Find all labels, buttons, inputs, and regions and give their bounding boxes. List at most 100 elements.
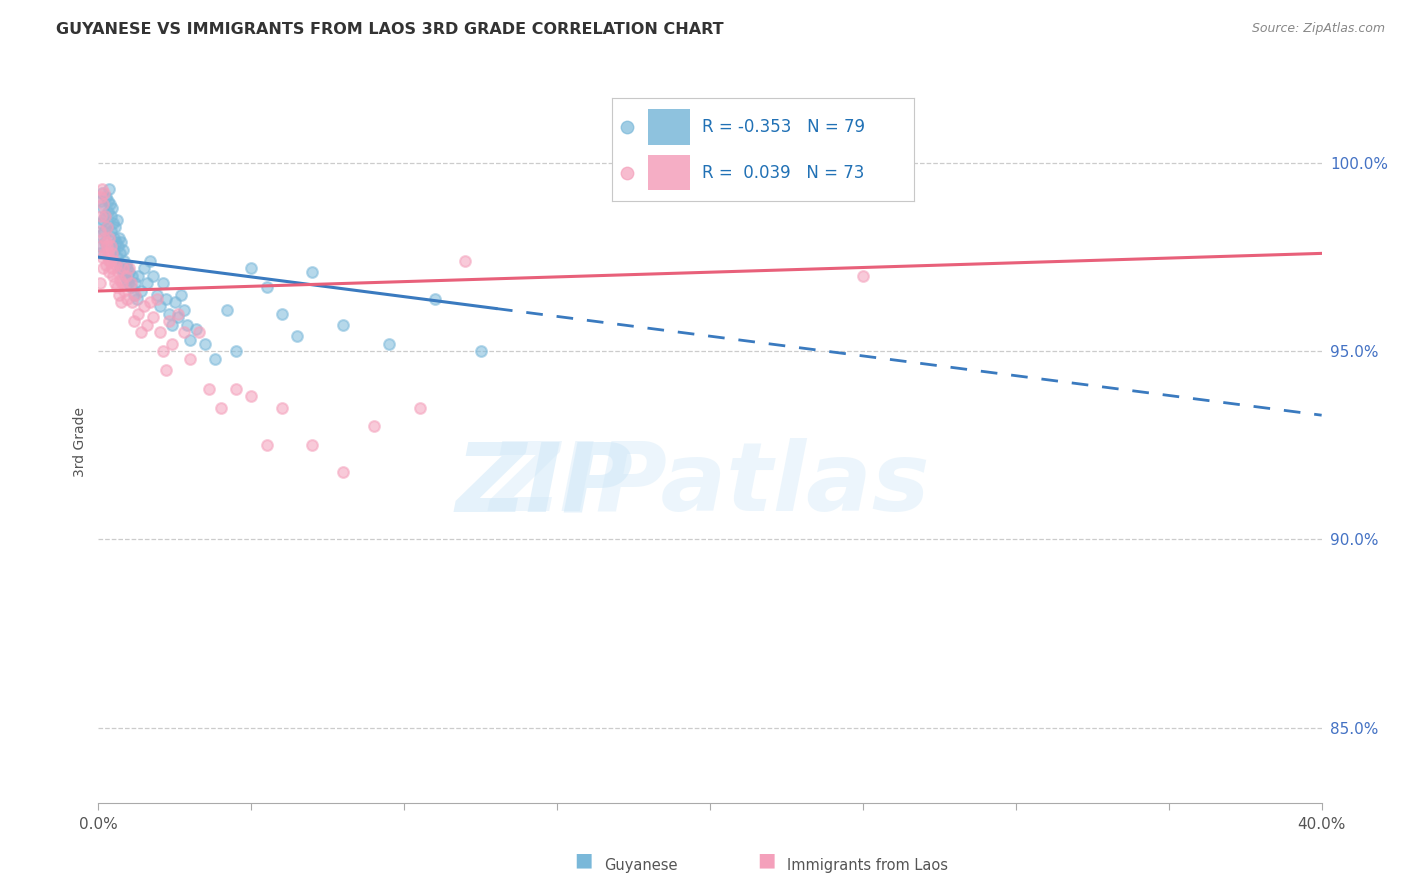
Text: Source: ZipAtlas.com: Source: ZipAtlas.com bbox=[1251, 22, 1385, 36]
Point bbox=[114, 268, 136, 283]
Point bbox=[152, 344, 174, 359]
Point bbox=[94, 190, 117, 204]
Point bbox=[93, 224, 115, 238]
Point bbox=[108, 287, 131, 301]
Point bbox=[89, 239, 111, 253]
Point bbox=[129, 284, 152, 298]
Point bbox=[118, 261, 141, 276]
Point bbox=[100, 209, 122, 223]
Point bbox=[104, 277, 127, 291]
Point bbox=[170, 287, 193, 301]
Point bbox=[108, 231, 131, 245]
Point bbox=[186, 321, 208, 335]
Point bbox=[173, 326, 195, 340]
Point bbox=[225, 382, 247, 396]
Point bbox=[96, 220, 118, 235]
Point bbox=[97, 250, 120, 264]
Point bbox=[167, 310, 190, 325]
Point bbox=[91, 201, 114, 215]
Text: R =  0.039   N = 73: R = 0.039 N = 73 bbox=[703, 164, 865, 182]
Bar bbox=[648, 110, 690, 145]
Point bbox=[120, 280, 142, 294]
Point bbox=[103, 243, 125, 257]
Point bbox=[120, 277, 142, 291]
Point bbox=[157, 314, 180, 328]
Point bbox=[270, 401, 294, 415]
Point bbox=[157, 307, 180, 321]
Point bbox=[97, 205, 120, 219]
Point bbox=[134, 261, 156, 276]
Point bbox=[94, 209, 117, 223]
Point bbox=[145, 292, 167, 306]
Point bbox=[110, 246, 132, 260]
Bar bbox=[648, 154, 690, 190]
Point bbox=[117, 277, 139, 291]
Point bbox=[91, 212, 114, 227]
Point bbox=[103, 253, 125, 268]
Point bbox=[90, 216, 112, 230]
Point bbox=[103, 268, 125, 283]
Point bbox=[145, 287, 167, 301]
Point bbox=[100, 224, 122, 238]
Point bbox=[240, 261, 263, 276]
Point bbox=[117, 292, 139, 306]
Point bbox=[124, 277, 146, 291]
Point bbox=[117, 261, 139, 276]
Point bbox=[256, 280, 278, 294]
Point bbox=[107, 265, 129, 279]
Point bbox=[105, 235, 128, 249]
Point bbox=[108, 261, 131, 276]
Point bbox=[98, 253, 121, 268]
Point bbox=[98, 182, 121, 196]
Point bbox=[91, 197, 114, 211]
Point bbox=[129, 326, 152, 340]
Point bbox=[454, 253, 477, 268]
Point bbox=[408, 401, 430, 415]
Point bbox=[94, 209, 117, 223]
Point bbox=[160, 336, 183, 351]
Point bbox=[90, 194, 112, 208]
Point bbox=[152, 277, 174, 291]
Point bbox=[105, 258, 128, 272]
Text: Guyanese: Guyanese bbox=[605, 858, 678, 872]
Point bbox=[167, 307, 190, 321]
Point bbox=[110, 235, 132, 249]
Point bbox=[97, 265, 120, 279]
Point bbox=[90, 239, 112, 253]
Point bbox=[852, 268, 875, 283]
Point bbox=[97, 231, 120, 245]
Point bbox=[149, 326, 172, 340]
Point bbox=[91, 182, 114, 196]
Point bbox=[332, 465, 354, 479]
Point bbox=[91, 261, 114, 276]
Point bbox=[105, 212, 128, 227]
Point bbox=[139, 295, 162, 310]
Point bbox=[270, 307, 294, 321]
Point bbox=[105, 250, 128, 264]
Point bbox=[101, 216, 124, 230]
Point bbox=[209, 401, 232, 415]
Point bbox=[173, 302, 195, 317]
Point bbox=[179, 333, 201, 347]
Point bbox=[378, 336, 401, 351]
Point bbox=[160, 318, 183, 332]
Point bbox=[301, 438, 323, 452]
Point bbox=[136, 318, 159, 332]
Point bbox=[91, 250, 114, 264]
Point bbox=[97, 246, 120, 260]
Point bbox=[90, 209, 112, 223]
Point bbox=[285, 329, 308, 343]
Point bbox=[127, 268, 149, 283]
Point bbox=[111, 277, 134, 291]
Point bbox=[225, 344, 247, 359]
Point bbox=[127, 307, 149, 321]
Point bbox=[112, 253, 135, 268]
Point bbox=[97, 194, 120, 208]
Point bbox=[89, 224, 111, 238]
Point bbox=[90, 227, 112, 242]
Point bbox=[110, 295, 132, 310]
Point bbox=[93, 235, 115, 249]
Point bbox=[423, 292, 446, 306]
Point bbox=[96, 239, 118, 253]
Point bbox=[121, 295, 143, 310]
